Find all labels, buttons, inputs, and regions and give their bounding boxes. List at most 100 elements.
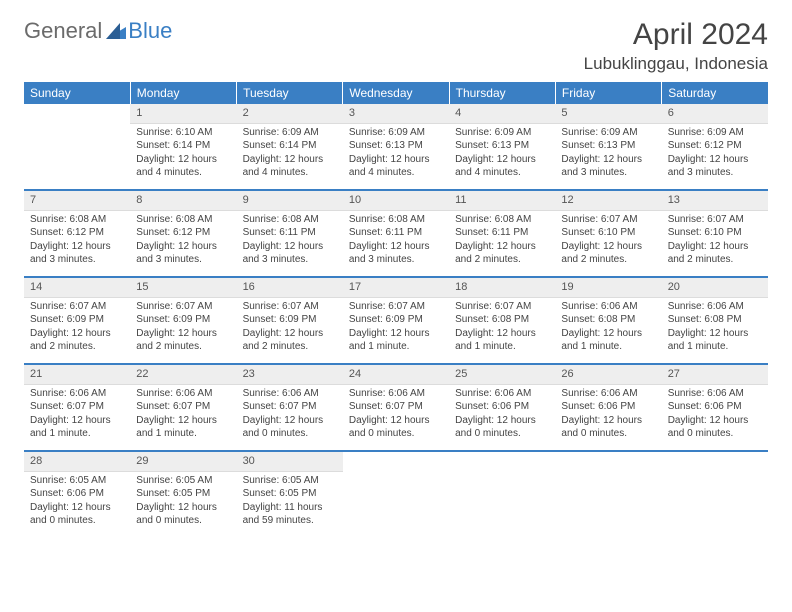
sunset-text: Sunset: 6:12 PM — [136, 226, 230, 240]
calendar-cell: 5Sunrise: 6:09 AMSunset: 6:13 PMDaylight… — [555, 104, 661, 190]
daylight-text: Daylight: 12 hours and 0 minutes. — [455, 414, 549, 441]
day-content: Sunrise: 6:06 AMSunset: 6:08 PMDaylight:… — [662, 298, 768, 358]
sunrise-text: Sunrise: 6:07 AM — [30, 300, 124, 314]
day-content: Sunrise: 6:08 AMSunset: 6:11 PMDaylight:… — [449, 211, 555, 271]
day-content: Sunrise: 6:06 AMSunset: 6:08 PMDaylight:… — [555, 298, 661, 358]
sunset-text: Sunset: 6:09 PM — [30, 313, 124, 327]
calendar-cell: 7Sunrise: 6:08 AMSunset: 6:12 PMDaylight… — [24, 191, 130, 277]
day-content: Sunrise: 6:06 AMSunset: 6:07 PMDaylight:… — [130, 385, 236, 445]
sunset-text: Sunset: 6:09 PM — [349, 313, 443, 327]
header: General Blue April 2024 Lubuklinggau, In… — [24, 18, 768, 74]
calendar-cell: 24Sunrise: 6:06 AMSunset: 6:07 PMDayligh… — [343, 365, 449, 451]
calendar-cell: 27Sunrise: 6:06 AMSunset: 6:06 PMDayligh… — [662, 365, 768, 451]
sunrise-text: Sunrise: 6:07 AM — [561, 213, 655, 227]
daylight-text: Daylight: 12 hours and 2 minutes. — [136, 327, 230, 354]
day-number: 23 — [237, 365, 343, 385]
daylight-text: Daylight: 12 hours and 1 minute. — [668, 327, 762, 354]
sunrise-text: Sunrise: 6:10 AM — [136, 126, 230, 140]
sunset-text: Sunset: 6:14 PM — [243, 139, 337, 153]
day-content: Sunrise: 6:06 AMSunset: 6:06 PMDaylight:… — [662, 385, 768, 445]
sunrise-text: Sunrise: 6:06 AM — [243, 387, 337, 401]
sunrise-text: Sunrise: 6:09 AM — [455, 126, 549, 140]
day-number: 4 — [449, 104, 555, 124]
calendar-cell: 4Sunrise: 6:09 AMSunset: 6:13 PMDaylight… — [449, 104, 555, 190]
daylight-text: Daylight: 12 hours and 4 minutes. — [349, 153, 443, 180]
day-number: 25 — [449, 365, 555, 385]
calendar-cell: 25Sunrise: 6:06 AMSunset: 6:06 PMDayligh… — [449, 365, 555, 451]
sunset-text: Sunset: 6:07 PM — [30, 400, 124, 414]
calendar-cell: 6Sunrise: 6:09 AMSunset: 6:12 PMDaylight… — [662, 104, 768, 190]
day-number: 5 — [555, 104, 661, 124]
daylight-text: Daylight: 12 hours and 3 minutes. — [561, 153, 655, 180]
sunset-text: Sunset: 6:09 PM — [136, 313, 230, 327]
day-content: Sunrise: 6:07 AMSunset: 6:08 PMDaylight:… — [449, 298, 555, 358]
day-content: Sunrise: 6:06 AMSunset: 6:06 PMDaylight:… — [449, 385, 555, 445]
day-content: Sunrise: 6:05 AMSunset: 6:05 PMDaylight:… — [130, 472, 236, 532]
day-content: Sunrise: 6:08 AMSunset: 6:11 PMDaylight:… — [237, 211, 343, 271]
weekday-header: Thursday — [449, 82, 555, 104]
daylight-text: Daylight: 12 hours and 1 minute. — [349, 327, 443, 354]
logo: General Blue — [24, 18, 172, 44]
sunrise-text: Sunrise: 6:06 AM — [561, 387, 655, 401]
day-number: 27 — [662, 365, 768, 385]
daylight-text: Daylight: 12 hours and 2 minutes. — [455, 240, 549, 267]
calendar-cell: 8Sunrise: 6:08 AMSunset: 6:12 PMDaylight… — [130, 191, 236, 277]
sunset-text: Sunset: 6:13 PM — [455, 139, 549, 153]
weekday-header: Tuesday — [237, 82, 343, 104]
day-number: 16 — [237, 278, 343, 298]
calendar-cell: 9Sunrise: 6:08 AMSunset: 6:11 PMDaylight… — [237, 191, 343, 277]
sunset-text: Sunset: 6:13 PM — [561, 139, 655, 153]
day-content: Sunrise: 6:08 AMSunset: 6:12 PMDaylight:… — [24, 211, 130, 271]
sunrise-text: Sunrise: 6:06 AM — [455, 387, 549, 401]
sunset-text: Sunset: 6:11 PM — [243, 226, 337, 240]
day-number: 9 — [237, 191, 343, 211]
sunrise-text: Sunrise: 6:08 AM — [349, 213, 443, 227]
sunrise-text: Sunrise: 6:09 AM — [243, 126, 337, 140]
weekday-header: Saturday — [662, 82, 768, 104]
daylight-text: Daylight: 12 hours and 0 minutes. — [30, 501, 124, 528]
sunrise-text: Sunrise: 6:08 AM — [136, 213, 230, 227]
day-content: Sunrise: 6:08 AMSunset: 6:12 PMDaylight:… — [130, 211, 236, 271]
sunrise-text: Sunrise: 6:05 AM — [243, 474, 337, 488]
sunrise-text: Sunrise: 6:08 AM — [243, 213, 337, 227]
calendar-cell: 28Sunrise: 6:05 AMSunset: 6:06 PMDayligh… — [24, 452, 130, 542]
sunrise-text: Sunrise: 6:09 AM — [668, 126, 762, 140]
day-content: Sunrise: 6:07 AMSunset: 6:09 PMDaylight:… — [237, 298, 343, 358]
day-content: Sunrise: 6:09 AMSunset: 6:13 PMDaylight:… — [449, 124, 555, 184]
calendar-cell: 17Sunrise: 6:07 AMSunset: 6:09 PMDayligh… — [343, 278, 449, 364]
sunset-text: Sunset: 6:10 PM — [561, 226, 655, 240]
day-number: 14 — [24, 278, 130, 298]
calendar-cell — [662, 452, 768, 542]
day-number: 8 — [130, 191, 236, 211]
calendar-cell: 13Sunrise: 6:07 AMSunset: 6:10 PMDayligh… — [662, 191, 768, 277]
day-content: Sunrise: 6:06 AMSunset: 6:07 PMDaylight:… — [24, 385, 130, 445]
day-number: 29 — [130, 452, 236, 472]
day-number: 24 — [343, 365, 449, 385]
day-content: Sunrise: 6:08 AMSunset: 6:11 PMDaylight:… — [343, 211, 449, 271]
sunset-text: Sunset: 6:08 PM — [668, 313, 762, 327]
weekday-header: Monday — [130, 82, 236, 104]
calendar-cell: 19Sunrise: 6:06 AMSunset: 6:08 PMDayligh… — [555, 278, 661, 364]
day-content: Sunrise: 6:09 AMSunset: 6:12 PMDaylight:… — [662, 124, 768, 184]
daylight-text: Daylight: 12 hours and 1 minute. — [455, 327, 549, 354]
day-number: 15 — [130, 278, 236, 298]
calendar-cell: 10Sunrise: 6:08 AMSunset: 6:11 PMDayligh… — [343, 191, 449, 277]
day-number: 21 — [24, 365, 130, 385]
sunset-text: Sunset: 6:06 PM — [455, 400, 549, 414]
daylight-text: Daylight: 12 hours and 4 minutes. — [455, 153, 549, 180]
day-content: Sunrise: 6:06 AMSunset: 6:07 PMDaylight:… — [237, 385, 343, 445]
calendar-cell: 2Sunrise: 6:09 AMSunset: 6:14 PMDaylight… — [237, 104, 343, 190]
calendar-cell: 3Sunrise: 6:09 AMSunset: 6:13 PMDaylight… — [343, 104, 449, 190]
sunset-text: Sunset: 6:07 PM — [136, 400, 230, 414]
sunset-text: Sunset: 6:12 PM — [668, 139, 762, 153]
calendar-cell — [343, 452, 449, 542]
daylight-text: Daylight: 12 hours and 1 minute. — [30, 414, 124, 441]
day-content: Sunrise: 6:10 AMSunset: 6:14 PMDaylight:… — [130, 124, 236, 184]
daylight-text: Daylight: 12 hours and 2 minutes. — [668, 240, 762, 267]
calendar-cell: 22Sunrise: 6:06 AMSunset: 6:07 PMDayligh… — [130, 365, 236, 451]
day-number: 20 — [662, 278, 768, 298]
sunrise-text: Sunrise: 6:06 AM — [668, 387, 762, 401]
calendar-cell: 14Sunrise: 6:07 AMSunset: 6:09 PMDayligh… — [24, 278, 130, 364]
daylight-text: Daylight: 12 hours and 0 minutes. — [136, 501, 230, 528]
calendar-cell: 26Sunrise: 6:06 AMSunset: 6:06 PMDayligh… — [555, 365, 661, 451]
